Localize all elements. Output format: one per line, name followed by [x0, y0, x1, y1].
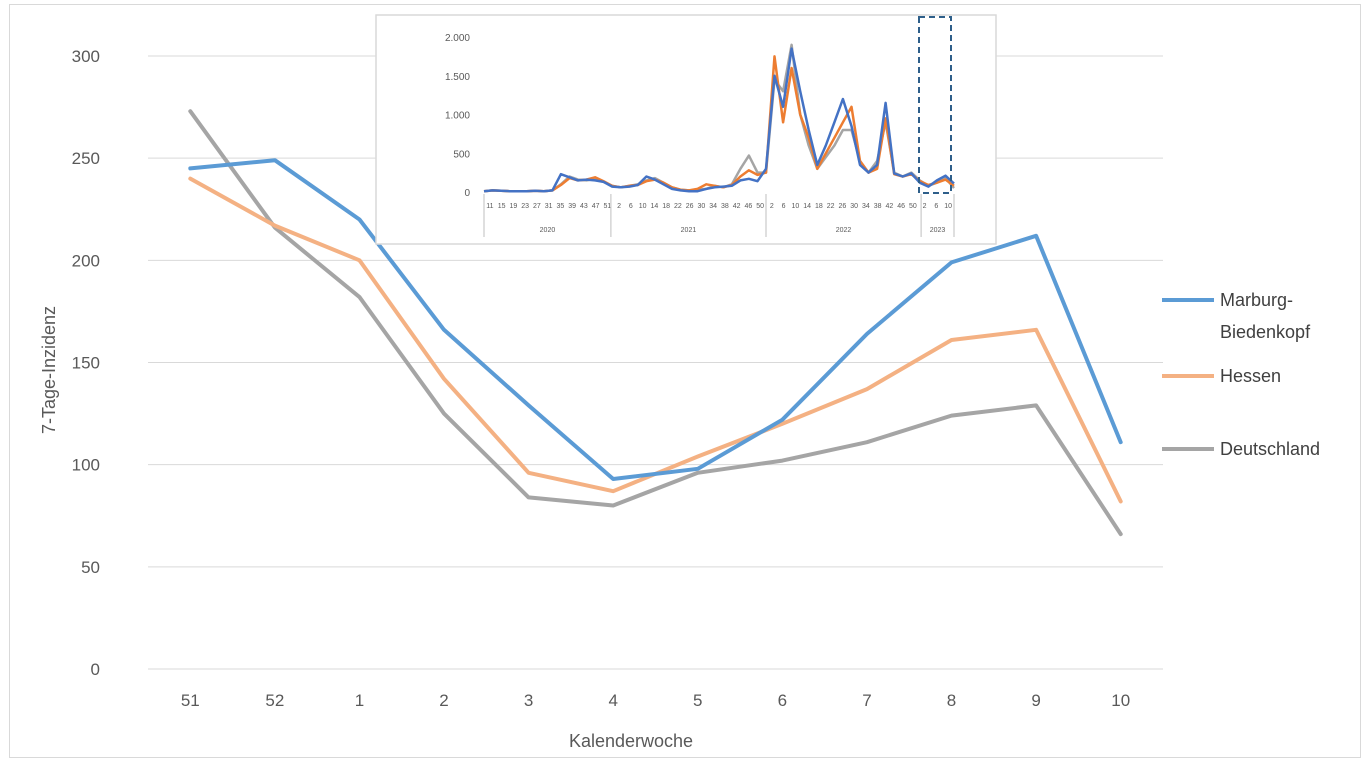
inset-x-tick-label: 6 [782, 203, 786, 210]
x-tick-label: 51 [181, 691, 200, 710]
inset-x-tick-label: 46 [744, 203, 752, 210]
x-tick-label: 5 [693, 691, 702, 710]
inset-x-tick-label: 6 [934, 203, 938, 210]
x-tick-label: 10 [1111, 691, 1130, 710]
y-tick-label: 300 [72, 47, 100, 66]
inset-x-tick-label: 18 [815, 203, 823, 210]
inset-x-tick-label: 42 [885, 203, 893, 210]
legend-label: Hessen [1220, 366, 1281, 386]
inset-x-tick-label: 2 [923, 203, 927, 210]
inset-y-tick-label: 2.000 [445, 33, 470, 44]
inset-x-tick-label: 26 [838, 203, 846, 210]
inset-x-tick-label: 26 [686, 203, 694, 210]
inset-x-tick-label: 30 [697, 203, 705, 210]
inset-series-line [483, 47, 955, 193]
y-tick-label: 150 [72, 354, 100, 373]
inset-x-tick-label: 38 [721, 203, 729, 210]
inset-x-tick-label: 43 [580, 203, 588, 210]
x-axis-title: Kalenderwoche [569, 731, 693, 751]
legend-label: Deutschland [1220, 439, 1320, 459]
y-tick-label: 50 [81, 558, 100, 577]
x-tick-label: 2 [439, 691, 448, 710]
inset-highlight-box [918, 16, 952, 194]
inset-x-tick-label: 15 [498, 203, 506, 210]
x-tick-label: 4 [608, 691, 617, 710]
x-tick-label: 3 [524, 691, 533, 710]
inset-x-tick-label: 19 [509, 203, 517, 210]
inset-x-tick-label: 47 [592, 203, 600, 210]
inset-x-tick-label: 23 [521, 203, 529, 210]
inset-x-tick-label: 22 [827, 203, 835, 210]
inset-x-tick-label: 31 [545, 203, 553, 210]
inset-year-label: 2020 [540, 227, 556, 234]
y-tick-label: 0 [91, 660, 100, 679]
inset-x-tick-label: 2 [770, 203, 774, 210]
inset-x-tick-label: 50 [756, 203, 764, 210]
y-tick-label: 100 [72, 456, 100, 475]
inset-chart-box [375, 14, 997, 245]
inset-x-tick-label: 10 [791, 203, 799, 210]
y-tick-label: 250 [72, 149, 100, 168]
inset-x-tick-label: 14 [650, 203, 658, 210]
series-line [188, 109, 1123, 537]
inset-x-tick-label: 38 [874, 203, 882, 210]
inset-x-tick-label: 27 [533, 203, 541, 210]
y-axis-title: 7-Tage-Inzidenz [39, 306, 59, 434]
inset-y-tick-label: 500 [453, 149, 470, 160]
inset-x-tick-label: 34 [709, 203, 717, 210]
inset-x-tick-label: 6 [629, 203, 633, 210]
x-tick-label: 52 [265, 691, 284, 710]
chart-frame [9, 4, 1361, 758]
x-tick-label: 6 [778, 691, 787, 710]
inset-x-tick-label: 14 [803, 203, 811, 210]
inset-year-label: 2023 [930, 227, 946, 234]
inset-x-tick-label: 10 [944, 203, 952, 210]
inset-year-label: 2022 [836, 227, 852, 234]
y-tick-label: 200 [72, 251, 100, 270]
inset-y-tick-label: 0 [464, 188, 470, 199]
inset-x-tick-label: 10 [639, 203, 647, 210]
legend-label: Marburg-Biedenkopf [1220, 290, 1311, 342]
inset-x-tick-label: 34 [862, 203, 870, 210]
inset-x-tick-label: 51 [603, 203, 611, 210]
x-tick-label: 1 [355, 691, 364, 710]
inset-x-tick-label: 11 [486, 203, 493, 210]
x-tick-label: 8 [947, 691, 956, 710]
inset-x-tick-label: 22 [674, 203, 682, 210]
series-line [188, 158, 1123, 481]
x-tick-label: 7 [862, 691, 871, 710]
inset-x-tick-label: 39 [568, 203, 576, 210]
inset-x-tick-label: 2 [617, 203, 621, 210]
inset-y-tick-label: 1.500 [445, 72, 470, 83]
inset-x-tick-label: 46 [897, 203, 905, 210]
inset-x-tick-label: 50 [909, 203, 917, 210]
inset-x-tick-label: 42 [733, 203, 741, 210]
inset-x-tick-label: 18 [662, 203, 670, 210]
inset-year-label: 2021 [681, 227, 697, 234]
inset-y-tick-label: 1.000 [445, 111, 470, 122]
x-tick-label: 9 [1031, 691, 1040, 710]
inset-x-tick-label: 35 [556, 203, 564, 210]
inset-x-tick-label: 30 [850, 203, 858, 210]
